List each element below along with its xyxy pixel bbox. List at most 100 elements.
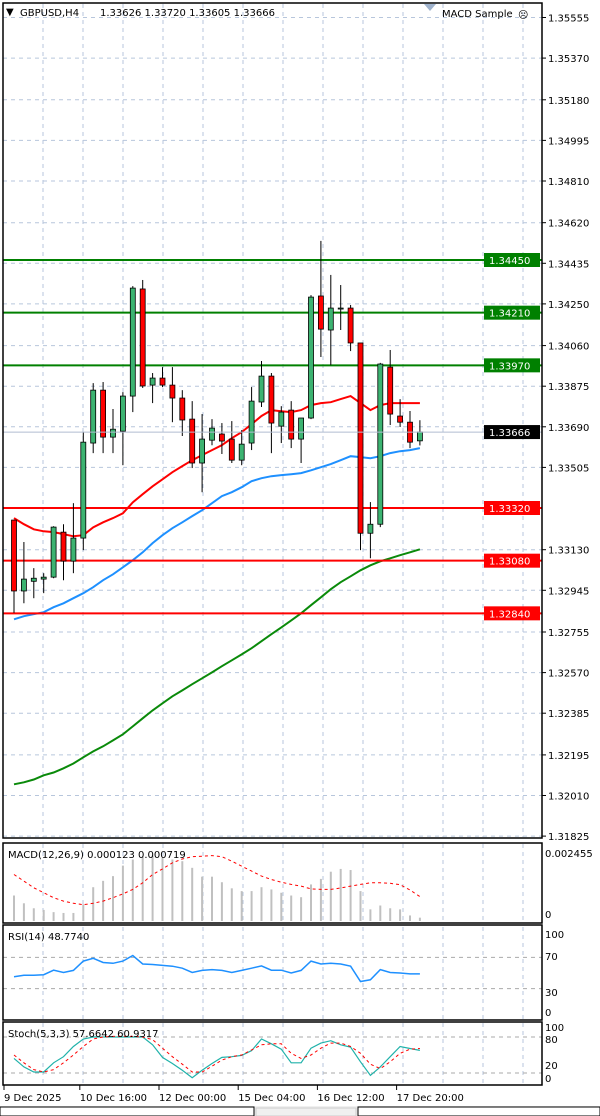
level-price-label: 1.34450 — [489, 256, 530, 267]
symbol-timeframe: GBPUSD,H4 — [20, 8, 79, 19]
level-price-tag — [484, 553, 540, 568]
candle-bullish — [120, 395, 126, 432]
x-tick-label: 17 Dec 20:00 — [397, 1093, 464, 1104]
moving-average-slow-line — [13, 548, 421, 786]
level-price-label: 1.33320 — [489, 504, 530, 515]
macd-title: MACD(12,26,9) 0.000123 0.000719 — [8, 850, 186, 861]
candle-bullish — [238, 443, 245, 461]
y-tick-label: 1.33130 — [548, 546, 589, 557]
candle-bullish — [416, 431, 423, 442]
level-price-tag — [484, 305, 540, 320]
stoch-pane — [2, 1021, 543, 1086]
x-tick-label: 15 Dec 04:00 — [238, 1093, 305, 1104]
candle-bullish — [149, 377, 156, 386]
y-tick-label: 1.34620 — [548, 219, 589, 230]
macd-tick-label: 0 — [545, 910, 551, 921]
candle-bearish — [288, 409, 295, 440]
y-tick-label: 1.32755 — [548, 628, 589, 639]
level-price-tag — [484, 501, 540, 516]
main-chart-pane — [2, 2, 543, 839]
y-tick-label: 1.35180 — [548, 96, 589, 107]
stoch-tick-label: 80 — [545, 1035, 558, 1046]
candle-bullish — [337, 307, 344, 310]
rsi-title: RSI(14) 48.7740 — [8, 932, 89, 943]
chart-shift-marker[interactable] — [424, 4, 436, 11]
y-tick-label: 1.35370 — [548, 54, 589, 65]
x-tick-label: 16 Dec 12:00 — [317, 1093, 384, 1104]
menu-triangle-icon[interactable]: ▼ — [6, 7, 14, 18]
candle-bearish — [189, 418, 196, 464]
candle-bearish — [139, 288, 146, 387]
rsi-tick-label: 100 — [545, 930, 564, 941]
candle-bullish — [258, 375, 265, 403]
level-price-tag — [484, 606, 540, 621]
rsi-pane — [2, 924, 543, 1021]
candle-bullish — [90, 389, 97, 444]
rsi-tick-label: 70 — [545, 952, 558, 963]
level-price-label: 1.33970 — [489, 361, 530, 372]
stoch-title: Stoch(5,3,3) 57.6642 60.9317 — [8, 1029, 159, 1040]
candle-bullish — [110, 428, 116, 438]
candle-bearish — [387, 366, 394, 415]
y-tick-label: 1.34995 — [548, 136, 589, 147]
y-tick-label: 1.31825 — [548, 832, 589, 843]
macd-signal-line — [13, 855, 421, 906]
y-tick-label: 1.33690 — [548, 423, 589, 434]
x-tick-label: 12 Dec 00:00 — [159, 1093, 226, 1104]
y-tick-label: 1.32945 — [548, 586, 589, 597]
candle-bullish — [298, 417, 305, 440]
y-tick-label: 1.32010 — [548, 792, 589, 803]
candle-bearish — [347, 307, 354, 344]
level-price-tag — [484, 253, 540, 267]
y-tick-label: 1.33505 — [548, 463, 589, 474]
moving-average-mid-line — [13, 447, 421, 621]
y-tick-label: 1.34810 — [548, 177, 589, 188]
candle-bearish — [159, 377, 166, 386]
candle-bullish — [327, 307, 334, 331]
y-tick-label: 1.34250 — [548, 300, 589, 311]
candle-bearish — [218, 433, 225, 442]
candle-bullish — [308, 296, 314, 419]
tab[interactable] — [357, 1106, 600, 1116]
candle-bullish — [377, 363, 384, 525]
rsi-tick-label: 30 — [545, 988, 558, 999]
level-price-label: 1.32840 — [489, 609, 530, 620]
tab[interactable] — [255, 1107, 357, 1116]
y-tick-label: 1.32385 — [548, 709, 589, 720]
candle-bearish — [100, 389, 106, 438]
tab[interactable] — [0, 1106, 255, 1116]
stoch-main-line — [13, 1036, 421, 1079]
rsi-line — [13, 954, 420, 983]
candle-bullish — [50, 526, 57, 578]
current-price-label: 1.33666 — [489, 428, 530, 439]
candle-bearish — [60, 531, 67, 562]
x-tick-label: 10 Dec 16:00 — [80, 1093, 147, 1104]
candle-bearish — [169, 384, 176, 399]
y-tick-label: 1.34435 — [548, 259, 589, 270]
candle-bullish — [199, 438, 206, 464]
stoch-signal-line — [13, 1035, 420, 1073]
ohlc-readout: 1.33626 1.33720 1.33605 1.33666 — [100, 8, 275, 19]
candle-bullish — [278, 411, 285, 427]
x-tick-label: 9 Dec 2025 — [4, 1093, 62, 1104]
stoch-tick-label: 0 — [545, 1074, 551, 1085]
y-tick-label: 1.32570 — [548, 669, 589, 680]
macd-pane — [2, 842, 543, 924]
y-tick-label: 1.33875 — [548, 382, 589, 393]
level-price-label: 1.34210 — [489, 309, 530, 320]
candle-bearish — [11, 519, 17, 592]
candle-bearish — [357, 342, 364, 534]
candle-bullish — [70, 537, 77, 562]
candle-bearish — [179, 397, 186, 421]
candle-bullish — [367, 523, 374, 534]
candle-bullish — [80, 441, 87, 539]
stoch-tick-label: 100 — [545, 1023, 564, 1034]
candle-bullish — [40, 576, 47, 580]
current-price-tag — [484, 425, 540, 440]
candle-bullish — [30, 577, 37, 582]
sad-face-icon: ☹ — [518, 10, 528, 21]
macd-tick-label: 0.002455 — [545, 849, 593, 860]
stoch-tick-label: 20 — [545, 1061, 558, 1072]
